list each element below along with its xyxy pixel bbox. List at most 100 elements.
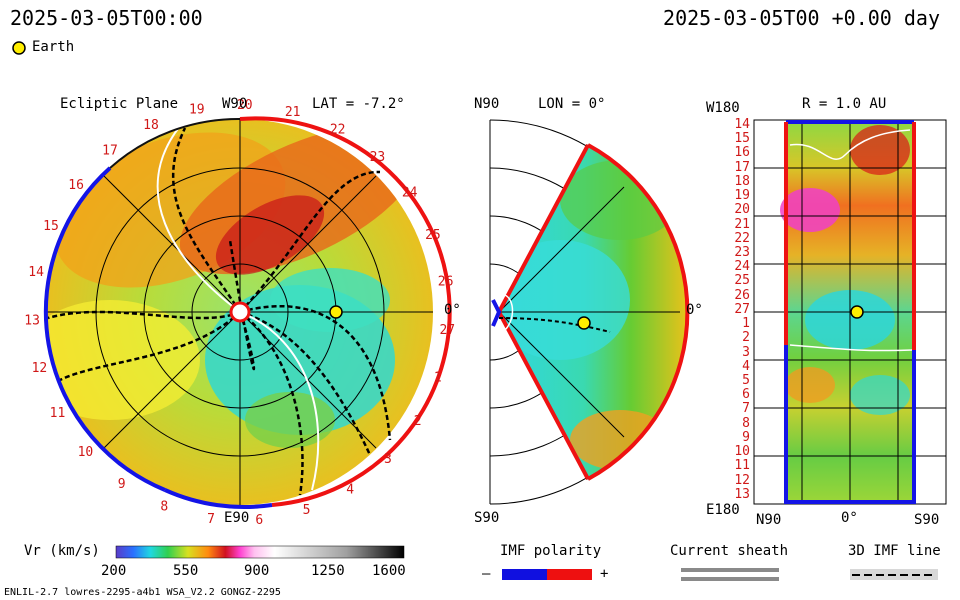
radial-y-tick: 19: [734, 188, 750, 204]
meridional-bottom-label: S90: [474, 510, 500, 526]
ecliptic-top-label: W90: [222, 96, 248, 112]
carrington-label: 4: [346, 482, 354, 497]
radial-y-tick: 14: [734, 117, 750, 132]
carrington-label: 17: [102, 144, 118, 159]
carrington-label: 25: [425, 228, 441, 243]
ecliptic-lat-label: LAT = -7.2°: [312, 96, 405, 112]
colorbar-tick-550: 550: [173, 563, 199, 579]
earth-legend-icon: [12, 41, 26, 55]
radial-y-tick: 12: [734, 472, 750, 488]
carrington-label: 19: [189, 103, 205, 118]
radial-r-label: R = 1.0 AU: [802, 96, 887, 112]
radial-y-tick: 25: [734, 273, 750, 289]
radial-y-tick: 21: [734, 216, 750, 232]
radial-y-tick: 4: [742, 358, 750, 374]
carrington-label: 21: [285, 105, 301, 120]
carrington-label: 2: [414, 414, 422, 429]
carrington-label: 18: [143, 118, 159, 133]
ecliptic-right-label: 0°: [444, 302, 461, 318]
radial-y-tick: 9: [742, 429, 750, 445]
carrington-label: 26: [438, 275, 454, 290]
carrington-label: 5: [303, 503, 311, 518]
colorbar-label: Vr (km/s): [24, 543, 100, 559]
radial-y-tick: 18: [734, 173, 750, 189]
carrington-label: 6: [255, 513, 263, 528]
carrington-label: 9: [118, 477, 126, 492]
carrington-label: 3: [384, 452, 392, 467]
radial-y-tick: 27: [734, 301, 750, 317]
current-sheath-title: Current sheath: [670, 543, 789, 559]
earth-marker-meridional: [577, 316, 591, 330]
radial-bottom-tick-0: 0°: [841, 510, 858, 526]
imf-polarity-plus: +: [600, 566, 609, 582]
radial-y-tick: 5: [742, 373, 750, 388]
meridional-lon-label: LON = 0°: [538, 96, 606, 112]
carrington-label: 7: [207, 512, 215, 527]
carrington-label: 15: [43, 219, 59, 234]
radial-y-tick: 1: [742, 316, 750, 332]
radial-y-tick: 17: [734, 159, 750, 175]
carrington-longitude-labels: 19 20 212223242526271234567891011121314151…: [24, 98, 455, 528]
carrington-label: 23: [370, 150, 386, 165]
carrington-label: 22: [330, 122, 346, 137]
colorbar-tick-900: 900: [244, 563, 270, 579]
radial-y-tick: 11: [734, 458, 750, 474]
meridional-top-label: N90: [474, 96, 500, 112]
carrington-label: 14: [28, 265, 44, 280]
ecliptic-plane-plot: 19 20 212223242526271234567891011121314151…: [24, 98, 455, 528]
radial-y-tick: 3: [742, 344, 750, 360]
earth-marker-radial: [850, 305, 864, 319]
ecliptic-blue-sector-left: [43, 166, 166, 492]
radial-y-tick: 20: [734, 202, 750, 218]
velocity-colorbar: [115, 545, 405, 559]
ecliptic-blue-sector-bottom: [164, 488, 273, 509]
radial-y-tick: 16: [734, 145, 750, 161]
ecliptic-title: Ecliptic Plane: [60, 96, 179, 112]
carrington-label: 10: [78, 445, 94, 460]
radial-y-tick: 2: [742, 330, 750, 346]
colorbar-tick-1600: 1600: [372, 563, 406, 579]
radial-y-tick: 10: [734, 444, 750, 460]
carrington-label: 8: [160, 500, 168, 515]
radial-y-tick: 15: [734, 131, 750, 147]
carrington-label: 13: [24, 313, 40, 328]
meridional-right-label: 0°: [686, 302, 703, 318]
radial-bottom-tick-n90: N90: [756, 512, 782, 528]
ecliptic-bottom-label: E90: [224, 510, 250, 526]
radial-y-tick: 22: [734, 230, 750, 246]
carrington-label: 11: [50, 406, 66, 421]
radial-surface-plot: [753, 119, 947, 505]
current-sheath-swatch: [681, 568, 779, 572]
imf-line-title: 3D IMF line: [848, 543, 941, 559]
radial-y-tick: 7: [742, 401, 750, 417]
imf-positive-swatch: [547, 569, 592, 580]
radial-y-tick: 8: [742, 415, 750, 431]
radial-y-tick: 23: [734, 245, 750, 260]
radial-bottom-left-label: E180: [706, 502, 740, 518]
imf-polarity-minus: –: [482, 566, 491, 582]
carrington-label: 24: [402, 186, 418, 201]
carrington-label: 16: [68, 178, 84, 193]
carrington-label: 12: [32, 361, 48, 376]
earth-legend-label: Earth: [32, 39, 75, 55]
imf-negative-swatch: [502, 569, 547, 580]
colorbar-tick-1250: 1250: [311, 563, 345, 579]
ecliptic-red-sector: [239, 116, 452, 507]
radial-y-tick: 13: [734, 486, 750, 502]
earth-marker-ecliptic: [329, 305, 343, 319]
imf-lines: [47, 127, 392, 496]
current-sheath-lines: [156, 125, 320, 491]
header-time-left: 2025-03-05T00:00: [10, 6, 203, 30]
sun-marker: [229, 301, 251, 323]
radial-y-tick: 6: [742, 387, 750, 403]
radial-bottom-tick-s90: S90: [914, 512, 940, 528]
carrington-label: 20: [237, 98, 253, 113]
radial-top-left-label: W180: [706, 100, 740, 116]
header-time-right: 2025-03-05T00 +0.00 day: [663, 6, 940, 30]
model-info-footer: ENLIL-2.7 lowres-2295-a4b1 WSA_V2.2 GONG…: [4, 587, 281, 598]
carrington-label: 1: [434, 370, 442, 385]
radial-y-tick: 26: [734, 287, 750, 303]
meridional-plane-plot: [489, 119, 690, 505]
imf-polarity-title: IMF polarity: [500, 543, 602, 559]
